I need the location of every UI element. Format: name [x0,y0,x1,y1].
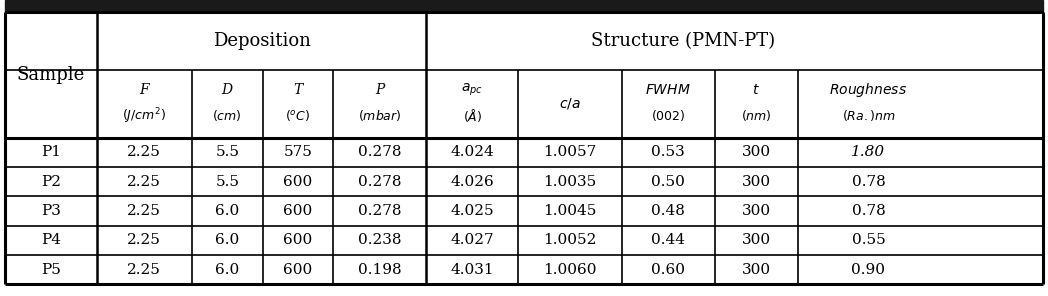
Text: $a_{pc}$: $a_{pc}$ [461,82,483,98]
Text: P3: P3 [41,204,61,218]
Text: $t$: $t$ [752,83,761,97]
Text: 5.5: 5.5 [215,145,239,159]
Text: $Roughness$: $Roughness$ [829,81,908,99]
Text: 300: 300 [742,145,771,159]
Text: $FWHM$: $FWHM$ [646,83,691,97]
Text: 300: 300 [742,175,771,189]
Text: 6.0: 6.0 [215,263,239,276]
Text: 4.024: 4.024 [451,145,494,159]
Text: 2.25: 2.25 [127,145,161,159]
Text: T: T [293,83,303,97]
Text: 0.238: 0.238 [358,233,401,247]
Text: 6.0: 6.0 [215,204,239,218]
Text: 4.026: 4.026 [451,175,494,189]
Text: 6.0: 6.0 [215,233,239,247]
Text: Sample: Sample [17,66,85,84]
Text: 2.25: 2.25 [127,233,161,247]
Text: 575: 575 [283,145,312,159]
Text: 600: 600 [283,175,312,189]
Text: P2: P2 [41,175,61,189]
Text: 1.0057: 1.0057 [543,145,596,159]
Text: F: F [139,83,149,97]
Text: P4: P4 [41,233,61,247]
Text: 4.025: 4.025 [451,204,494,218]
Text: 2.25: 2.25 [127,175,161,189]
Text: $(^oC)$: $(^oC)$ [285,108,310,123]
Text: $(cm)$: $(cm)$ [213,108,242,123]
Text: 1.0045: 1.0045 [543,204,596,218]
Bar [5,0,1043,12]
Text: 0.278: 0.278 [358,175,401,189]
Text: $(nm)$: $(nm)$ [741,108,771,123]
Text: 4.027: 4.027 [451,233,494,247]
Text: 0.78: 0.78 [852,175,886,189]
Text: 0.78: 0.78 [852,204,886,218]
Text: 0.198: 0.198 [358,263,401,276]
Text: 5.5: 5.5 [215,175,239,189]
Text: 0.50: 0.50 [651,175,685,189]
Text: D: D [222,83,233,97]
Text: $(mbar)$: $(mbar)$ [358,108,401,123]
Text: P1: P1 [41,145,61,159]
Text: 1.0060: 1.0060 [543,263,596,276]
Text: 0.44: 0.44 [651,233,685,247]
Text: $c/a$: $c/a$ [559,96,581,111]
Text: $(Ra.)nm$: $(Ra.)nm$ [842,108,895,123]
Text: 0.60: 0.60 [651,263,685,276]
Text: P: P [375,83,385,97]
Text: 2.25: 2.25 [127,204,161,218]
Text: 300: 300 [742,233,771,247]
Text: 0.55: 0.55 [852,233,886,247]
Text: 1.0052: 1.0052 [543,233,596,247]
Text: 1.0035: 1.0035 [543,175,596,189]
Text: 300: 300 [742,204,771,218]
Text: $(002)$: $(002)$ [651,108,685,123]
Text: P5: P5 [41,263,61,276]
Text: 600: 600 [283,204,312,218]
Text: 0.48: 0.48 [651,204,685,218]
Text: $(J/cm^2)$: $(J/cm^2)$ [123,106,167,126]
Text: 600: 600 [283,233,312,247]
Text: 0.278: 0.278 [358,145,401,159]
Text: 4.031: 4.031 [451,263,494,276]
Text: 1.80: 1.80 [851,145,886,159]
Text: 600: 600 [283,263,312,276]
Text: $(\AA)$: $(\AA)$ [462,107,482,124]
Text: 300: 300 [742,263,771,276]
Text: Structure (PMN-PT): Structure (PMN-PT) [591,32,774,50]
Text: 0.90: 0.90 [851,263,886,276]
Text: 2.25: 2.25 [127,263,161,276]
Text: 0.53: 0.53 [652,145,685,159]
Text: 0.278: 0.278 [358,204,401,218]
Text: Deposition: Deposition [213,32,310,50]
